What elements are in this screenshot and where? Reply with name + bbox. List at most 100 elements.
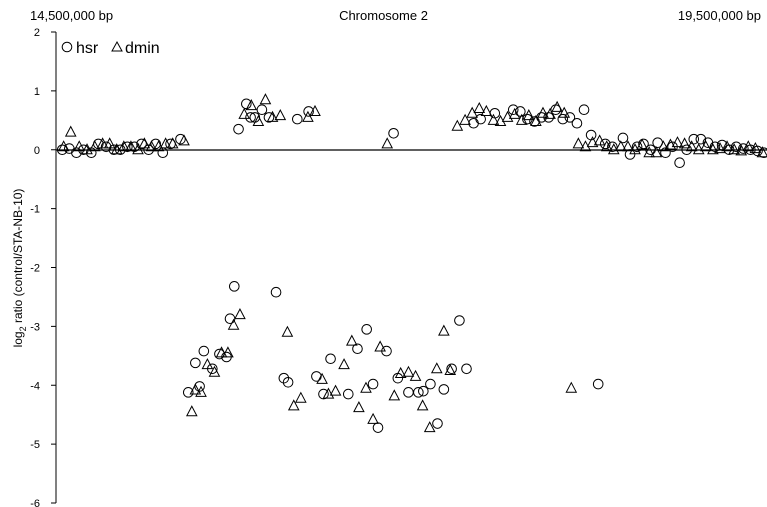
data-point-hsr	[278, 372, 290, 384]
data-point-dmin	[215, 346, 228, 358]
data-point-hsr	[418, 385, 429, 397]
data-point-hsr	[631, 141, 643, 153]
data-point-dmin	[636, 138, 648, 150]
data-point-dmin	[423, 421, 436, 433]
data-point-hsr	[233, 123, 244, 135]
data-point-hsr	[688, 133, 700, 145]
data-point-hsr	[198, 345, 210, 357]
data-point-dmin	[586, 136, 599, 148]
data-point-dmin	[338, 358, 350, 370]
data-point-dmin	[309, 104, 321, 116]
data-point-hsr	[228, 281, 240, 292]
x-start-label: 14,500,000 bp	[30, 8, 114, 23]
data-point-hsr	[624, 149, 636, 160]
data-point-hsr	[475, 113, 486, 125]
data-point-dmin	[96, 137, 109, 149]
y-tick-label: -1	[30, 204, 40, 216]
data-point-hsr	[270, 286, 282, 298]
data-point-hsr	[388, 127, 399, 139]
y-tick-label: -2	[30, 263, 40, 275]
data-point-hsr	[303, 106, 314, 117]
data-point-dmin	[657, 140, 670, 152]
data-point-dmin	[544, 107, 556, 119]
data-point-hsr	[100, 141, 112, 153]
data-point-hsr	[263, 112, 275, 123]
data-point-hsr	[461, 363, 472, 375]
data-point-dmin	[185, 405, 198, 417]
data-point-hsr	[372, 422, 384, 433]
data-point-dmin	[438, 324, 450, 336]
data-point-hsr	[515, 106, 526, 117]
data-point-dmin	[678, 137, 691, 149]
data-point-dmin	[360, 381, 372, 393]
data-point-dmin	[281, 325, 294, 337]
y-tick-label: 2	[34, 27, 40, 39]
data-point-hsr	[681, 144, 693, 156]
data-point-dmin	[222, 346, 234, 358]
y-axis-label-main: log	[11, 331, 25, 347]
data-point-dmin	[178, 134, 190, 146]
data-point-dmin	[650, 146, 663, 158]
legend: hsr dmin	[61, 40, 160, 57]
data-point-hsr	[78, 144, 89, 156]
data-point-dmin	[593, 134, 606, 146]
data-point-dmin	[166, 137, 179, 149]
data-point-hsr	[432, 418, 443, 429]
data-point-dmin	[132, 143, 144, 155]
data-point-hsr	[108, 144, 120, 156]
data-point-dmin	[707, 143, 719, 155]
data-point-dmin	[118, 140, 130, 152]
data-point-hsr	[71, 147, 82, 158]
y-tick-label: -5	[30, 439, 40, 451]
data-point-hsr	[224, 313, 236, 325]
data-point-hsr	[507, 104, 519, 116]
data-point-hsr	[738, 143, 749, 154]
data-point-hsr	[175, 133, 186, 145]
data-point-hsr	[136, 138, 147, 150]
data-point-hsr	[446, 363, 457, 375]
svg-text:log2 ratio (control/STA-NB-10): log2 ratio (control/STA-NB-10)	[11, 189, 28, 348]
data-point-hsr	[361, 324, 372, 335]
data-point-dmin	[430, 362, 443, 374]
data-point-dmin	[195, 385, 207, 397]
data-point-dmin	[756, 146, 767, 158]
data-point-hsr	[617, 132, 629, 144]
data-point-hsr	[311, 371, 322, 382]
y-tick-label: -6	[30, 498, 40, 507]
data-point-dmin	[208, 365, 221, 377]
data-point-dmin	[622, 140, 634, 152]
data-point-dmin	[451, 119, 464, 131]
data-point-dmin	[522, 109, 535, 121]
axes	[55, 32, 767, 503]
data-point-dmin	[671, 136, 684, 148]
data-point-dmin	[73, 140, 86, 152]
data-point-dmin	[572, 137, 585, 149]
y-axis-label: log2 ratio (control/STA-NB-10)	[11, 189, 28, 348]
data-point-hsr	[585, 129, 597, 141]
y-tick-label: 0	[34, 145, 40, 157]
data-point-dmin	[565, 381, 578, 393]
data-point-dmin	[138, 137, 151, 149]
data-point-dmin	[345, 334, 358, 346]
data-point-dmin	[234, 308, 246, 320]
data-point-hsr	[318, 388, 329, 400]
data-point-hsr	[143, 144, 154, 156]
data-point-hsr	[403, 387, 414, 398]
data-point-dmin	[600, 140, 613, 152]
data-point-dmin	[381, 137, 394, 149]
data-point-hsr	[115, 144, 126, 156]
legend-label-dmin: dmin	[125, 40, 160, 57]
data-point-dmin	[459, 113, 471, 125]
data-point-dmin	[316, 372, 328, 384]
data-point-hsr	[413, 387, 424, 398]
y-tick-label: -4	[30, 380, 40, 392]
data-point-dmin	[480, 104, 493, 116]
data-point-dmin	[394, 366, 407, 378]
data-point-dmin	[537, 106, 549, 118]
data-point-dmin	[508, 107, 521, 119]
y-axis-label-sub: 2	[18, 326, 28, 331]
y-tick-label: 1	[34, 86, 40, 98]
data-point-hsr	[282, 377, 294, 388]
data-point-dmin	[473, 101, 486, 114]
